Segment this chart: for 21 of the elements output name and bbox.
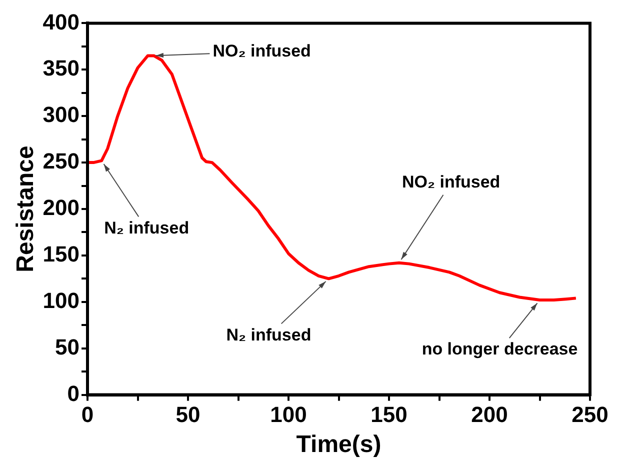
annotation: NO₂ infused xyxy=(212,41,311,60)
y-tick-label: 300 xyxy=(42,102,80,128)
y-tick-label: 350 xyxy=(42,56,80,81)
x-tick-label: 250 xyxy=(572,402,608,428)
annotation: no longer decrease xyxy=(422,340,578,359)
y-tick-label: 400 xyxy=(42,9,80,34)
y-tick-label: 250 xyxy=(42,148,80,174)
x-tick-label: 200 xyxy=(471,402,508,428)
x-axis-title: Time(s) xyxy=(296,431,382,458)
annotation: NO₂ infused xyxy=(402,172,500,192)
y-tick-label: 100 xyxy=(42,288,80,313)
x-tick-label: 50 xyxy=(176,402,200,428)
annotation: N₂ infused xyxy=(104,218,190,238)
annotation: N₂ infused xyxy=(226,325,312,344)
y-tick-label: 0 xyxy=(67,380,80,406)
y-tick-label: 150 xyxy=(42,242,80,267)
y-tick-label: 200 xyxy=(42,195,80,220)
x-tick-label: 100 xyxy=(270,402,307,428)
x-tick-label: 150 xyxy=(370,402,408,428)
y-tick-label: 50 xyxy=(55,334,80,360)
y-axis-title: Resistance xyxy=(12,146,40,272)
